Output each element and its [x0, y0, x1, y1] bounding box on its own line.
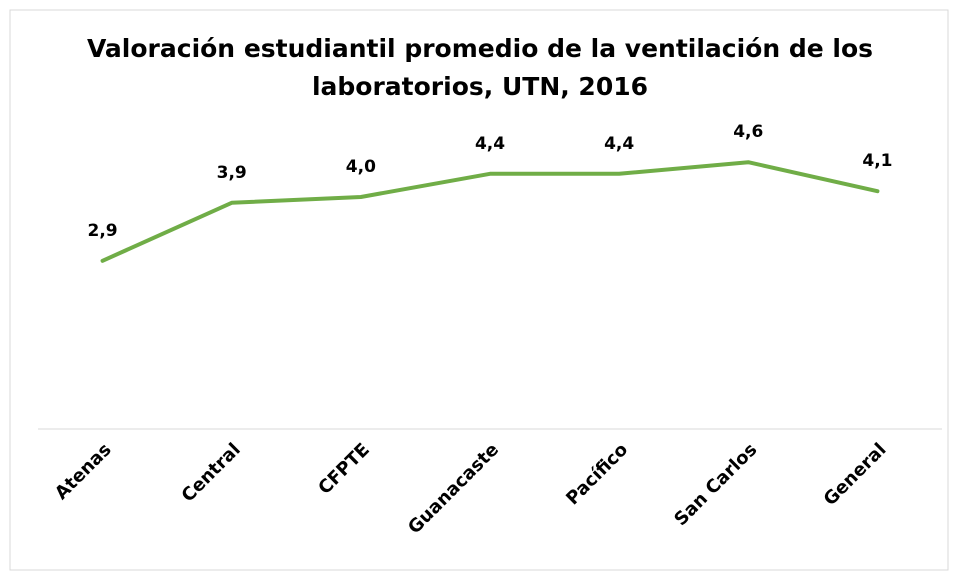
data-label: 2,9	[88, 221, 118, 241]
x-tick-label: Atenas	[51, 439, 116, 504]
chart-border	[9, 9, 949, 571]
x-tick-label: Guanacaste	[404, 439, 503, 538]
x-tick-label: General	[820, 439, 891, 510]
data-label: 4,1	[862, 151, 892, 171]
line-series	[100, 160, 880, 263]
x-tick-label: Central	[178, 439, 245, 506]
data-label: 4,4	[475, 134, 505, 154]
x-tick-label: San Carlos	[670, 439, 761, 530]
x-tick-label: Pacífico	[562, 439, 632, 509]
data-label: 4,4	[604, 134, 634, 154]
x-tick-label: CFPTE	[314, 439, 374, 499]
data-label: 4,0	[346, 157, 376, 177]
data-label: 4,6	[733, 122, 763, 142]
chart-title: Valoración estudiantil promedio de la ve…	[86, 34, 874, 101]
data-label: 3,9	[217, 163, 247, 183]
